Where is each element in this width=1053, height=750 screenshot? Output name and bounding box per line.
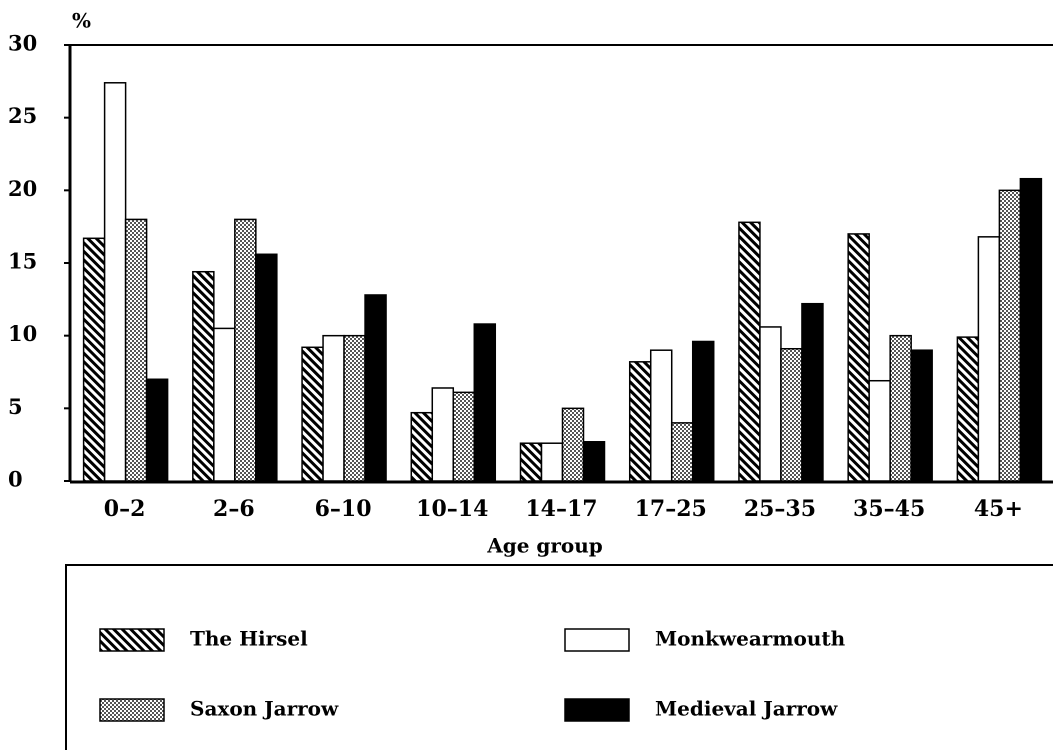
x-tick-label: 10–14 [416, 496, 488, 522]
legend-swatch [99, 628, 165, 652]
bar [889, 334, 912, 482]
y-tick-label: 0 [8, 467, 23, 492]
x-tick-label: 25–35 [744, 496, 816, 522]
x-tick-label: 6–10 [315, 496, 372, 522]
bar [213, 327, 236, 482]
legend-swatch [99, 698, 165, 722]
bar [628, 361, 652, 482]
x-tick-label: 45+ [974, 496, 1023, 522]
legend-label: Monkwearmouth [655, 627, 846, 651]
x-axis-label: Age group [486, 534, 603, 558]
x-tick-label: 2–6 [213, 496, 255, 522]
y-tick-label: 25 [8, 103, 37, 128]
bar [82, 237, 106, 482]
legend-swatch [564, 698, 630, 722]
bar [738, 221, 761, 482]
y-tick-label: 15 [8, 249, 37, 274]
legend-box [65, 564, 1053, 750]
bar [473, 323, 497, 482]
bar [234, 218, 257, 482]
bar [977, 236, 1001, 482]
legend-label: Saxon Jarrow [190, 697, 339, 721]
bar [670, 422, 694, 482]
bar [519, 442, 543, 482]
bar [868, 379, 891, 482]
bar [431, 387, 455, 482]
bar [124, 218, 148, 482]
y-tick-label: 30 [8, 31, 37, 56]
bar [780, 347, 803, 482]
bar [956, 336, 980, 482]
bar [649, 349, 673, 482]
bar [691, 340, 715, 482]
bar [847, 233, 870, 482]
bar [322, 334, 345, 482]
bar [910, 349, 933, 482]
legend-label: Medieval Jarrow [655, 697, 838, 721]
bar [759, 326, 782, 482]
bar [998, 189, 1022, 482]
bar [301, 346, 324, 482]
bar [145, 378, 169, 482]
bar [255, 253, 278, 482]
legend-label: The Hirsel [190, 627, 308, 651]
bar [452, 391, 476, 482]
y-tick-label: 10 [8, 321, 37, 346]
bar [103, 82, 127, 482]
bar [192, 270, 215, 482]
x-tick-label: 35–45 [853, 496, 925, 522]
x-tick-label: 14–17 [525, 496, 597, 522]
bar [540, 442, 564, 482]
bar [343, 334, 366, 482]
bar [364, 294, 387, 482]
y-tick-label: 5 [8, 394, 23, 419]
bar [410, 411, 434, 482]
bar [801, 302, 824, 482]
bar [1019, 177, 1043, 482]
bar [582, 441, 606, 482]
y-tick-label: 20 [8, 176, 37, 201]
x-tick-label: 17–25 [635, 496, 707, 522]
bar [561, 407, 585, 482]
y-axis-label: % [72, 9, 91, 33]
x-tick-label: 0–2 [104, 496, 146, 522]
legend-swatch [564, 628, 630, 652]
